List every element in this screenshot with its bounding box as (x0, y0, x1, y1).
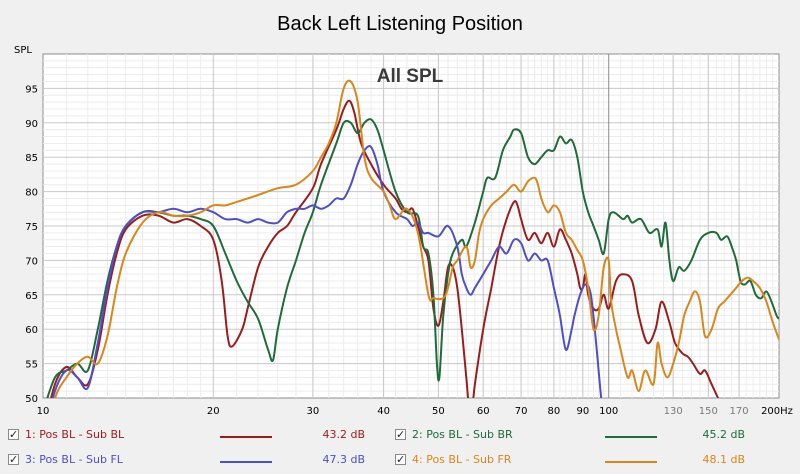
checkbox-series-1[interactable]: ✓ (8, 428, 19, 441)
legend-item-series-3[interactable]: ✓ 3: Pos BL - Sub FL 47.3 dB (8, 449, 388, 471)
x-tick-label: 20 (207, 406, 220, 417)
chart-subtitle: All SPL (377, 66, 444, 87)
legend-label-series-4: 4: Pos BL - Sub FR (412, 453, 512, 466)
x-tick-label: 150 (699, 406, 718, 417)
spl-chart: Back Left Listening Position SPL 50 55 60 6… (14, 13, 793, 417)
legend-swatch-series-3 (220, 461, 272, 463)
x-tick-label: 40 (377, 406, 390, 417)
x-tick-label: 130 (664, 406, 683, 417)
legend-label-series-1: 1: Pos BL - Sub BL (25, 428, 125, 441)
checkbox-series-4[interactable]: ✓ (395, 453, 406, 466)
checkbox-series-2[interactable]: ✓ (395, 428, 406, 441)
series-line-1 (50, 99, 720, 398)
series-lines (46, 79, 779, 398)
legend: ✓ 1: Pos BL - Sub BL 43.2 dB ✓ 2: Pos BL… (0, 422, 800, 474)
legend-item-series-1[interactable]: ✓ 1: Pos BL - Sub BL 43.2 dB (8, 424, 388, 446)
legend-label-series-3: 3: Pos BL - Sub FL (25, 453, 123, 466)
legend-value-series-4: 48.1 dB (702, 453, 745, 466)
x-tick-labels: 10 20 30 40 50 60 70 80 90 100 130 150 170 200Hz (37, 406, 793, 417)
legend-item-series-4[interactable]: ✓ 4: Pos BL - Sub FR 48.1 dB (395, 449, 795, 471)
minor-gridlines (43, 54, 779, 398)
y-tick-label: 90 (25, 119, 38, 130)
legend-value-series-1: 43.2 dB (322, 428, 365, 441)
y-tick-label: 50 (25, 394, 38, 405)
legend-swatch-series-2 (605, 436, 657, 438)
y-tick-label: 55 (25, 360, 38, 371)
x-tick-label: 100 (599, 406, 618, 417)
y-tick-label: 80 (25, 188, 38, 199)
y-axis-label: SPL (14, 45, 32, 56)
x-tick-label: 60 (477, 406, 490, 417)
y-tick-label: 75 (25, 222, 38, 233)
legend-value-series-3: 47.3 dB (322, 453, 365, 466)
y-tick-labels: 50 55 60 65 70 75 80 85 90 95 (25, 84, 38, 405)
y-tick-label: 85 (25, 153, 38, 164)
series-line-2 (46, 118, 779, 398)
y-tick-label: 60 (25, 325, 38, 336)
x-tick-label: 80 (548, 406, 561, 417)
legend-value-series-2: 45.2 dB (702, 428, 745, 441)
legend-item-series-2[interactable]: ✓ 2: Pos BL - Sub BR 45.2 dB (395, 424, 795, 446)
x-tick-label: 90 (576, 406, 589, 417)
y-tick-label: 65 (25, 291, 38, 302)
x-tick-label: 30 (307, 406, 320, 417)
chart-title: Back Left Listening Position (277, 13, 523, 35)
legend-swatch-series-4 (605, 461, 657, 463)
checkbox-series-3[interactable]: ✓ (8, 453, 19, 466)
legend-swatch-series-1 (220, 436, 272, 438)
series-line-4 (53, 79, 779, 398)
legend-row-1: ✓ 1: Pos BL - Sub BL 43.2 dB ✓ 2: Pos BL… (0, 424, 800, 446)
legend-row-2: ✓ 3: Pos BL - Sub FL 47.3 dB ✓ 4: Pos BL… (0, 449, 800, 471)
y-tick-label: 95 (25, 84, 38, 95)
x-tick-label: 170 (730, 406, 749, 417)
x-tick-label: 10 (37, 406, 50, 417)
legend-label-series-2: 2: Pos BL - Sub BR (412, 428, 513, 441)
x-tick-label: 70 (515, 406, 528, 417)
y-tick-label: 70 (25, 256, 38, 267)
x-tick-label: 200Hz (761, 406, 793, 417)
x-tick-label: 50 (432, 406, 445, 417)
